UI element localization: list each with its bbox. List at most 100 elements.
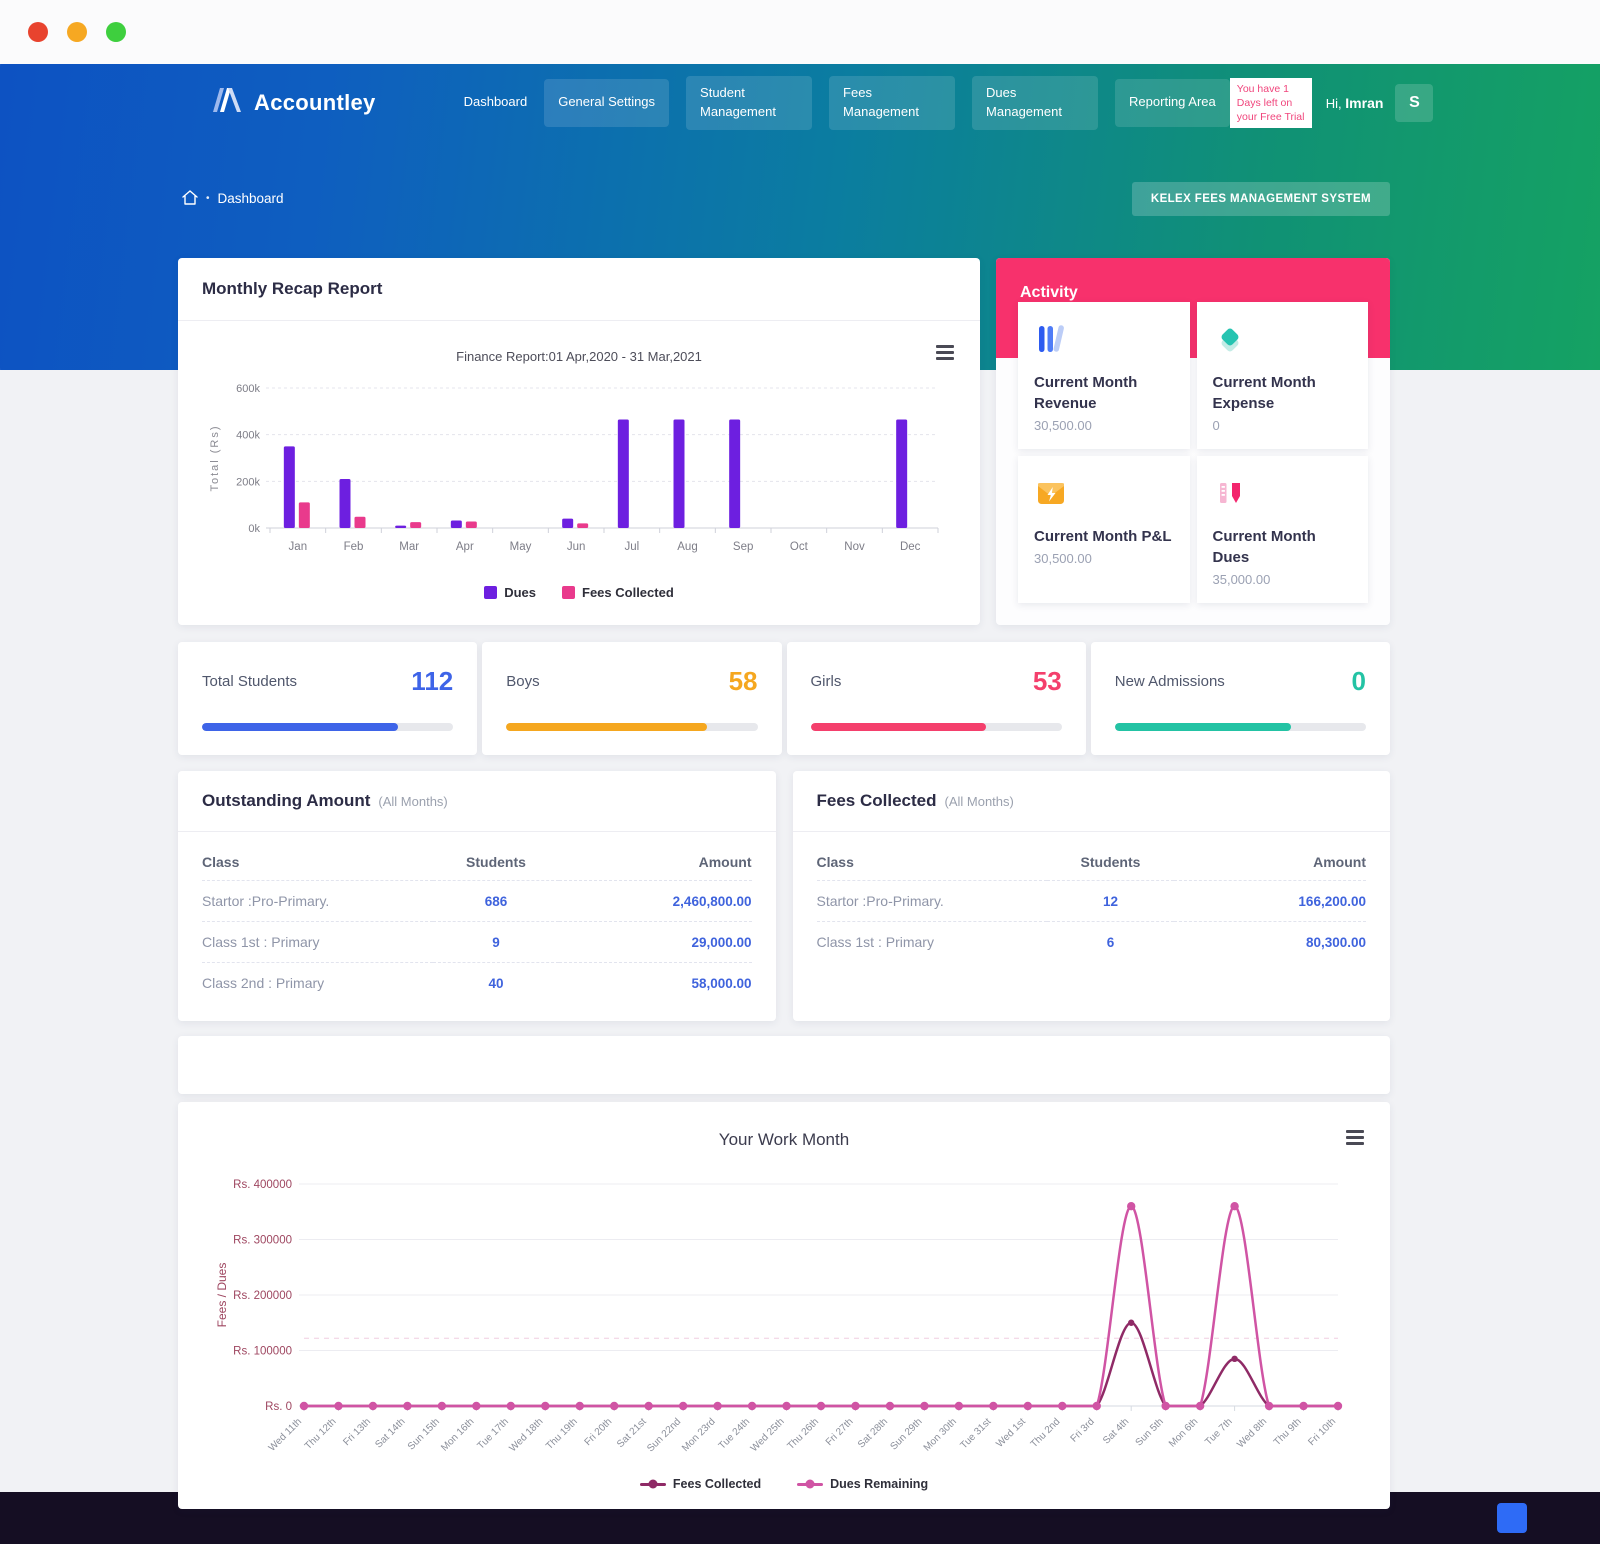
svg-text:Jan: Jan (289, 541, 308, 553)
stat-progress-track (810, 723, 1062, 731)
svg-text:Sep: Sep (733, 541, 753, 553)
chart-menu-icon[interactable] (936, 345, 954, 363)
svg-text:Mon 16th: Mon 16th (439, 1416, 476, 1453)
user-greeting: Hi, Imran (1325, 94, 1384, 111)
legend-item-fees-collected[interactable]: Fees Collected (639, 1477, 761, 1491)
work-month-card: Your Work Month Rs. 0 Rs. 100000 Rs. 20000… (178, 1102, 1390, 1509)
amount-cell[interactable]: 80,300.00 (1305, 934, 1366, 950)
legend-item-dues[interactable]: Dues (484, 585, 536, 600)
activity-card-title: Current Month Revenue (1034, 374, 1138, 412)
home-icon[interactable] (182, 189, 198, 208)
stat-progress-fill (810, 723, 987, 731)
stat-progress-track (506, 723, 758, 731)
svg-text:Wed 18th: Wed 18th (507, 1416, 545, 1454)
activity-card-current-month-dues: Current Month Dues 35,000.00 (1196, 456, 1368, 603)
class-cell: Startor :Pro-Primary. (202, 880, 433, 922)
breadcrumb[interactable]: • Dashboard (182, 189, 284, 208)
column-header-amount: Amount (559, 840, 752, 881)
students-cell[interactable]: 6 (1106, 934, 1115, 950)
finance-bar-chart: 0k 200k 400k 600k Total (Rs) Jan Feb Mar Apr May J… (209, 383, 939, 553)
activity-card-value: 35,000.00 (1212, 572, 1271, 587)
nav-item-dues-management[interactable]: Dues Management (972, 76, 1099, 130)
activity-card-current-month-expense: Current Month Expense 0 (1196, 302, 1368, 449)
svg-text:Fri 20th: Fri 20th (583, 1416, 615, 1448)
work-month-legend: Fees Collected Dues Remaining (202, 1477, 1366, 1501)
finance-chart-title: Finance Report:01 Apr,2020 - 31 Mar,2021 (456, 349, 702, 364)
svg-text:Oct: Oct (790, 541, 809, 553)
svg-text:Jul: Jul (624, 541, 639, 553)
nav-item-fees-management[interactable]: Fees Management (829, 76, 956, 130)
finance-chart-legend: Dues Fees Collected (202, 583, 956, 610)
work-month-line-chart: Rs. 0 Rs. 100000 Rs. 200000 Rs. 300000 Rs. 4… (215, 1179, 1343, 1454)
students-cell[interactable]: 686 (432, 880, 560, 922)
svg-text:Tue 7th: Tue 7th (1203, 1416, 1234, 1447)
svg-text:Rs. 200000: Rs. 200000 (233, 1290, 292, 1302)
students-cell[interactable]: 12 (1047, 880, 1174, 922)
svg-text:Rs. 100000: Rs. 100000 (233, 1346, 292, 1358)
table-row: Startor :Pro-Primary. 686 2,460,800.00 (202, 880, 752, 922)
column-header-class: Class (816, 840, 1048, 881)
svg-text:May: May (510, 541, 532, 553)
nav-item-reporting-area[interactable]: Reporting Area (1115, 78, 1230, 127)
table-row: Startor :Pro-Primary. 12 166,200.00 (816, 880, 1366, 922)
brand-mark-icon (210, 85, 244, 120)
system-name-button[interactable]: KELEX FEES MANAGEMENT SYSTEM (1131, 181, 1390, 216)
stat-value: 58 (728, 666, 758, 696)
legend-swatch (484, 586, 498, 599)
svg-text:Nov: Nov (844, 541, 865, 553)
svg-text:Wed 11th: Wed 11th (267, 1416, 304, 1453)
class-cell: Class 1st : Primary (816, 934, 934, 950)
svg-text:Apr: Apr (456, 541, 474, 553)
monthly-recap-card: Monthly Recap Report Finance Report:01 A… (178, 258, 980, 625)
legend-item-dues-remaining[interactable]: Dues Remaining (797, 1477, 928, 1491)
svg-text:Sun 29th: Sun 29th (888, 1416, 924, 1452)
svg-text:Fri 27th: Fri 27th (824, 1416, 856, 1448)
svg-text:Sun 5th: Sun 5th (1134, 1416, 1166, 1448)
legend-line-swatch (797, 1482, 824, 1486)
svg-text:Sat 14th: Sat 14th (373, 1416, 407, 1450)
svg-text:Tue 24th: Tue 24th (717, 1416, 752, 1451)
stats-row: Total Students 112 Boys 58 Girls 53 New Admiss… (178, 642, 1390, 755)
amount-cell[interactable]: 2,460,800.00 (559, 880, 752, 922)
svg-text:Tue 31st: Tue 31st (958, 1416, 993, 1451)
stat-progress-fill (506, 723, 708, 731)
stat-label: Total Students (202, 673, 298, 690)
activity-card-current-month-revenue: Current Month Revenue 30,500.00 (1018, 302, 1190, 449)
activity-cards: Current Month Revenue 30,500.00 Current Mo… (996, 302, 1390, 625)
svg-text:Thu 19th: Thu 19th (544, 1416, 580, 1452)
stat-card-girls: Girls 53 (786, 642, 1086, 755)
amount-cell[interactable]: 29,000.00 (559, 921, 752, 963)
window-close-dot[interactable] (28, 22, 48, 42)
nav-menu: Dashboard General Settings Student Managem… (464, 76, 1230, 130)
activity-card-title: Current Month Expense (1212, 374, 1316, 412)
svg-text:Sun 15th: Sun 15th (406, 1416, 442, 1452)
nav-item-student-management[interactable]: Student Management (686, 76, 813, 130)
work-chart-menu-icon[interactable] (1346, 1130, 1364, 1148)
svg-text:Rs. 300000: Rs. 300000 (233, 1235, 292, 1247)
spacer-card (178, 1036, 1390, 1094)
amount-cell[interactable]: 166,200.00 (1173, 880, 1366, 922)
table-card-fees-collected: Fees Collected (All Months) Class Students A… (792, 771, 1390, 1021)
window-chrome (0, 0, 1600, 64)
nav-item-general-settings[interactable]: General Settings (544, 78, 670, 127)
brand-logo[interactable]: Accountley (210, 85, 376, 120)
table-title: Fees Collected (816, 791, 937, 810)
user-avatar[interactable]: S (1395, 83, 1434, 122)
students-cell[interactable]: 40 (488, 975, 504, 991)
legend-swatch (562, 586, 576, 599)
students-cell[interactable]: 9 (432, 921, 560, 963)
table-subtitle: (All Months) (378, 794, 448, 809)
svg-text:Fri 10th: Fri 10th (1306, 1416, 1338, 1448)
table-row: Class 2nd : Primary 40 58,000.00 (202, 963, 752, 1004)
window-minimize-dot[interactable] (67, 22, 87, 42)
activity-card-current-month-p-l: Current Month P&L 30,500.00 (1018, 456, 1190, 603)
amount-cell[interactable]: 58,000.00 (691, 975, 752, 991)
stat-card-new-admissions: New Admissions 0 (1090, 642, 1390, 755)
stat-progress-fill (1114, 723, 1291, 731)
window-maximize-dot[interactable] (106, 22, 126, 42)
table-card-outstanding-amount: Outstanding Amount (All Months) Class Stude… (178, 771, 776, 1021)
nav-item-dashboard[interactable]: Dashboard (463, 94, 528, 110)
legend-item-fees-collected[interactable]: Fees Collected (562, 585, 674, 600)
scroll-top-button[interactable] (1497, 1503, 1527, 1533)
